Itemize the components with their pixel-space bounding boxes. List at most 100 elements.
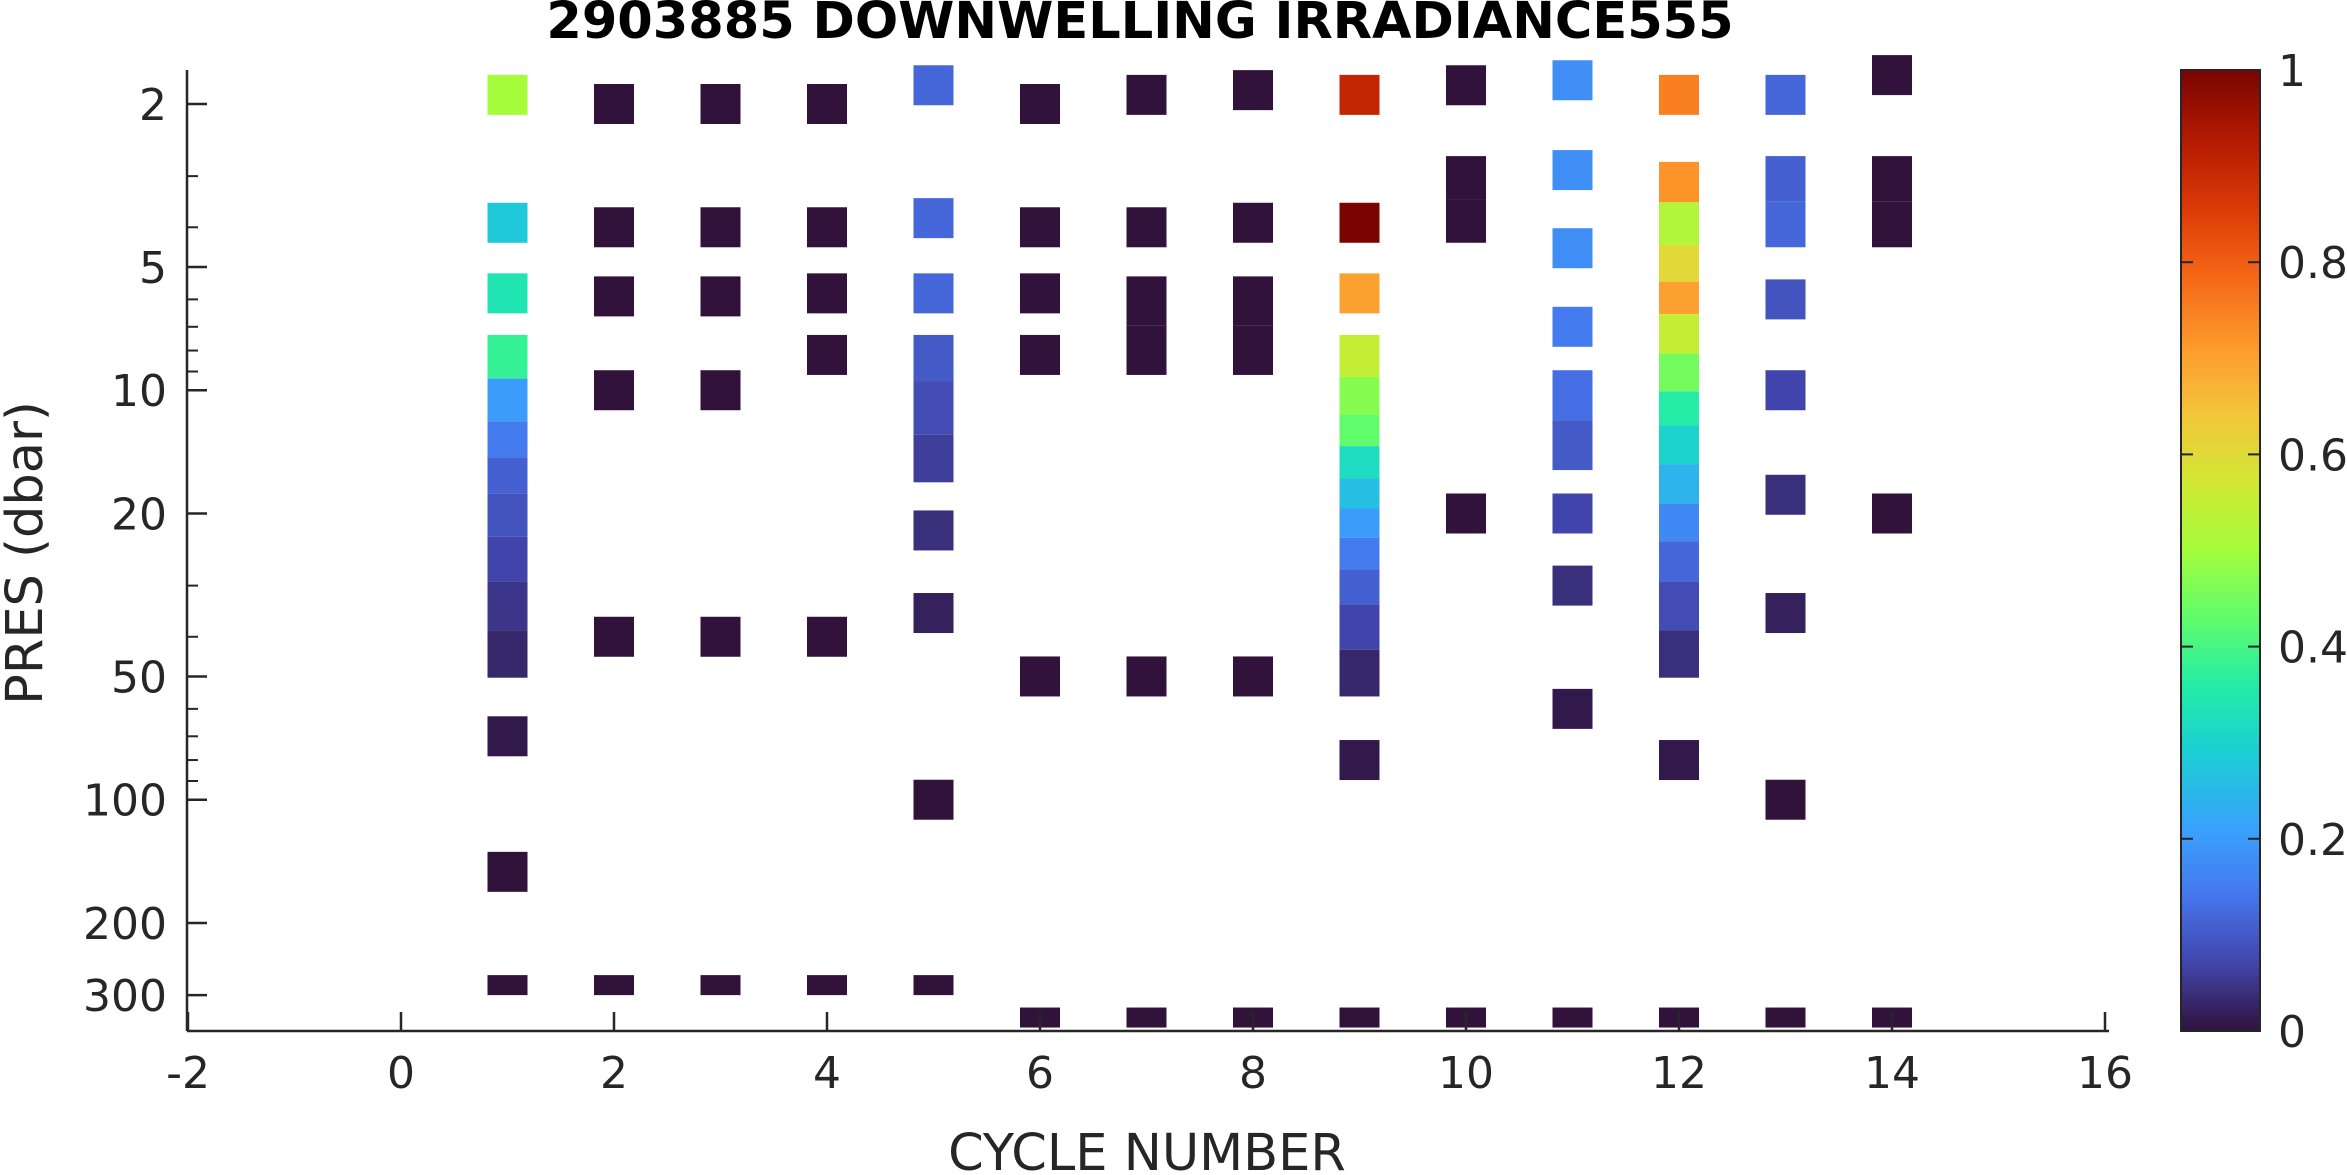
profile-cell bbox=[487, 202, 528, 243]
profile-cell bbox=[1659, 425, 1699, 465]
profile-cell bbox=[1339, 537, 1380, 570]
profile-cell bbox=[487, 493, 528, 537]
profile-cell bbox=[1659, 581, 1699, 631]
profile-cell bbox=[1446, 199, 1486, 243]
profile-cell bbox=[1659, 74, 1699, 115]
x-tick-label: 16 bbox=[2077, 1048, 2133, 1099]
profile-cell bbox=[487, 457, 528, 494]
profile-cell bbox=[487, 74, 528, 115]
x-tick-label: 2 bbox=[600, 1048, 628, 1099]
profile-cell bbox=[594, 370, 634, 411]
profile-cell bbox=[1552, 565, 1593, 606]
profile-cell bbox=[1233, 202, 1273, 243]
profile-cell bbox=[1552, 306, 1593, 347]
profile-cell bbox=[1339, 740, 1380, 781]
profile-cell bbox=[594, 84, 634, 124]
profile-cell bbox=[1552, 150, 1593, 191]
x-tick-label: 0 bbox=[387, 1048, 415, 1099]
colorbar-tick-label: 0.2 bbox=[2278, 815, 2347, 866]
profile-cell bbox=[1765, 779, 1806, 820]
axes bbox=[185, 70, 2109, 1033]
profile-cell bbox=[1339, 273, 1380, 314]
profile-cell bbox=[1552, 60, 1593, 101]
profile-cell bbox=[1339, 478, 1380, 509]
profile-cell bbox=[1446, 493, 1486, 534]
profile-cell bbox=[1339, 334, 1380, 377]
profile-cell bbox=[1659, 740, 1699, 781]
profile-cell bbox=[1552, 1007, 1593, 1028]
profile-cycle-2 bbox=[594, 84, 634, 996]
colorbar-tick-label: 0.4 bbox=[2278, 623, 2347, 674]
profile-cell bbox=[913, 65, 954, 106]
profile-cell bbox=[1339, 569, 1380, 605]
y-tick-label: 5 bbox=[139, 243, 167, 294]
profile-cell bbox=[1872, 493, 1912, 534]
profile-cell bbox=[594, 276, 634, 317]
profile-cell bbox=[487, 421, 528, 458]
colorbar-ticks: 0 0.2 0.4 0.6 0.8 1 bbox=[2181, 46, 2347, 1058]
profile-cycle-11 bbox=[1552, 60, 1593, 1028]
profile-cell bbox=[1126, 207, 1167, 248]
profile-cell bbox=[1765, 593, 1806, 634]
y-tick-label: 10 bbox=[111, 366, 167, 417]
x-tick-label: 14 bbox=[1864, 1048, 1920, 1099]
profile-cell bbox=[1765, 201, 1806, 248]
y-tick-label: 200 bbox=[83, 899, 167, 950]
x-ticks: -2 0 2 4 6 8 10 12 14 16 bbox=[166, 1012, 2133, 1099]
profile-cell bbox=[1233, 656, 1273, 697]
profile-cell bbox=[1339, 414, 1380, 447]
profile-cell bbox=[807, 207, 847, 248]
profile-cell bbox=[1020, 207, 1060, 248]
profile-cell bbox=[913, 593, 954, 634]
profile-cell bbox=[913, 434, 954, 483]
profile-cell bbox=[1339, 508, 1380, 538]
profile-cell bbox=[487, 536, 528, 582]
profile-cell bbox=[1659, 281, 1699, 315]
profile-cell bbox=[1552, 688, 1593, 729]
profile-cell bbox=[1765, 474, 1806, 515]
profile-cell bbox=[1552, 493, 1593, 534]
chart-title: 2903885 DOWNWELLING IRRADIANCE555 bbox=[546, 0, 1733, 51]
profile-cell bbox=[1233, 325, 1273, 375]
y-tick-label: 20 bbox=[111, 490, 167, 541]
profile-cell bbox=[487, 581, 528, 631]
y-ticks: 2 5 10 20 50 100 200 300 bbox=[83, 80, 207, 1022]
profile-cell bbox=[913, 779, 954, 820]
profile-cell bbox=[700, 84, 741, 124]
colorbar: 0 0.2 0.4 0.6 0.8 1 bbox=[2180, 46, 2347, 1058]
profile-cell bbox=[913, 273, 954, 314]
profile-cell bbox=[807, 616, 847, 657]
x-tick-label: 12 bbox=[1651, 1048, 1707, 1099]
profile-cell bbox=[1659, 244, 1699, 282]
profile-cell bbox=[1020, 656, 1060, 697]
profile-cell bbox=[700, 616, 741, 657]
y-axis-label: PRES (dbar) bbox=[0, 401, 55, 705]
profile-cycle-8 bbox=[1233, 70, 1273, 1028]
profile-cell bbox=[1020, 334, 1060, 375]
profile-cell bbox=[1659, 314, 1699, 354]
profile-cell bbox=[1126, 656, 1167, 697]
profile-cell bbox=[1233, 70, 1273, 111]
profile-cell bbox=[913, 334, 954, 382]
profile-cell bbox=[1446, 156, 1486, 200]
profile-cell bbox=[1659, 464, 1699, 504]
profile-cell bbox=[913, 975, 954, 996]
profile-cell bbox=[487, 630, 528, 678]
x-tick-label: 6 bbox=[1026, 1048, 1054, 1099]
colorbar-tick-label: 1 bbox=[2278, 46, 2306, 97]
x-axis-label: CYCLE NUMBER bbox=[948, 1124, 1346, 1175]
profile-cell bbox=[1126, 74, 1167, 115]
profile-cell bbox=[700, 370, 741, 411]
profile-cycle-3 bbox=[700, 84, 741, 996]
profile-cell bbox=[700, 276, 741, 317]
y-tick-label: 2 bbox=[139, 80, 167, 131]
profile-cell bbox=[700, 975, 741, 996]
x-tick-label: 8 bbox=[1239, 1048, 1267, 1099]
profile-cell bbox=[594, 616, 634, 657]
profile-cell bbox=[1659, 202, 1699, 245]
profile-cycle-12 bbox=[1659, 74, 1699, 1028]
profile-cell bbox=[1659, 161, 1699, 203]
profile-cell bbox=[1126, 1007, 1167, 1028]
profile-cycle-9 bbox=[1339, 74, 1380, 1028]
profile-cell bbox=[594, 207, 634, 248]
